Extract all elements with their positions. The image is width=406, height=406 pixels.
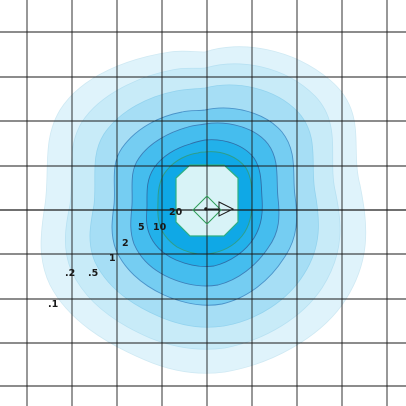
contour-label-2: 2 [122,238,129,249]
contour-label-20: 20 [169,207,183,218]
contour-label-0.1: .1 [48,299,58,310]
contour-label-10: 10 [153,222,167,233]
contour-labels: .1 .2 .5 1 2 5 10 20 [48,207,183,310]
contour-label-5: 5 [138,222,145,233]
source-point [204,207,208,211]
contour-label-0.5: .5 [88,268,98,279]
arrow-right-icon [218,201,235,217]
contour-label-1: 1 [109,253,116,264]
source-marker [192,195,235,225]
contour-bands [40,46,367,374]
contour-label-0.2: .2 [65,268,75,279]
diamond-icon [192,195,222,225]
